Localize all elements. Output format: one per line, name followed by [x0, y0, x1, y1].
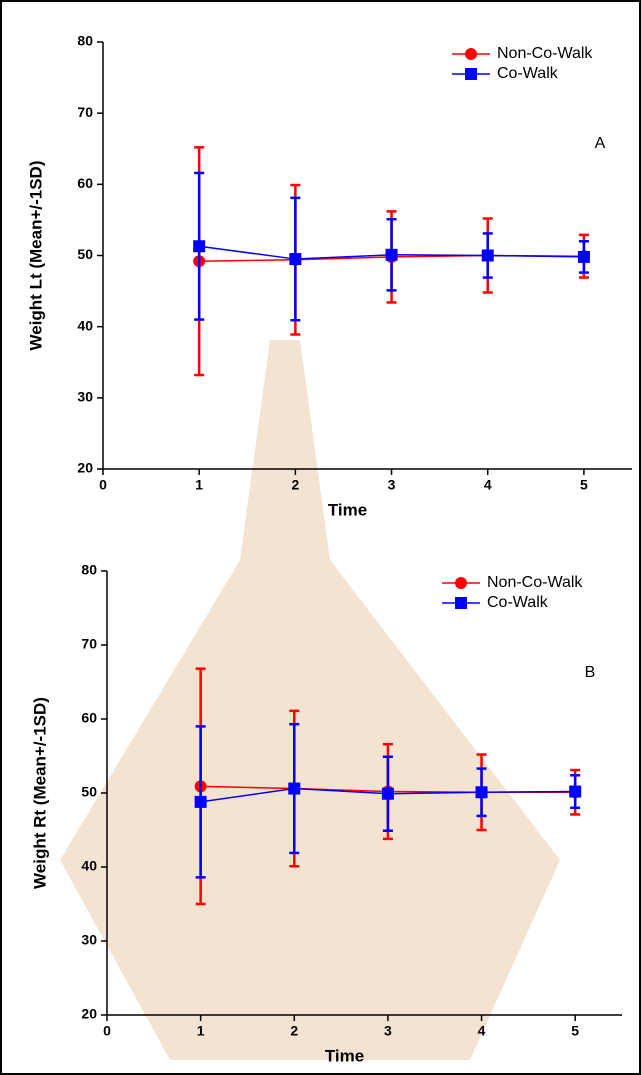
x-tick-label: 4 [484, 477, 492, 493]
y-tick-label: 80 [81, 562, 97, 578]
x-tick-label: 0 [103, 1023, 111, 1039]
y-tick-label: 40 [77, 317, 93, 333]
y-tick-label: 20 [81, 1006, 97, 1022]
x-tick-label: 2 [290, 1023, 298, 1039]
x-tick-label: 5 [580, 477, 588, 493]
y-axis-label: Weight Lt (Mean+/-1SD) [26, 161, 45, 351]
y-tick-label: 70 [77, 104, 93, 120]
legend-marker [455, 597, 467, 609]
x-tick-label: 3 [388, 477, 396, 493]
x-axis-label: Time [328, 500, 367, 519]
x-tick-label: 0 [99, 477, 107, 493]
marker [288, 782, 301, 795]
y-tick-label: 40 [81, 858, 97, 874]
y-axis-label: Weight Rt (Mean+/-1SD) [30, 697, 49, 889]
legend-marker [455, 577, 467, 589]
marker [577, 250, 590, 263]
x-tick-label: 2 [291, 477, 299, 493]
x-axis-label: Time [325, 1046, 364, 1065]
watermark-shape [60, 340, 560, 1060]
marker [569, 785, 582, 798]
y-tick-label: 60 [81, 710, 97, 726]
marker [289, 253, 302, 266]
watermark [60, 340, 560, 1060]
marker [385, 248, 398, 261]
y-tick-label: 30 [77, 389, 93, 405]
y-tick-label: 20 [77, 460, 93, 476]
legend-label: Non-Co-Walk [497, 45, 593, 62]
legend-label: Co-Walk [487, 594, 549, 611]
marker [193, 240, 206, 253]
x-tick-label: 1 [197, 1023, 205, 1039]
legend-marker [465, 48, 477, 60]
legend-label: Non-Co-Walk [487, 574, 583, 591]
marker [475, 786, 488, 799]
marker [481, 249, 494, 262]
y-tick-label: 70 [81, 636, 97, 652]
y-tick-label: 60 [77, 175, 93, 191]
y-tick-label: 50 [77, 246, 93, 262]
annotation: B [585, 664, 596, 681]
y-tick-label: 80 [77, 33, 93, 49]
legend-label: Co-Walk [497, 65, 559, 82]
legend-marker [465, 68, 477, 80]
x-tick-label: 1 [195, 477, 203, 493]
marker [194, 795, 207, 808]
x-tick-label: 5 [571, 1023, 579, 1039]
y-tick-label: 30 [81, 932, 97, 948]
x-tick-label: 3 [384, 1023, 392, 1039]
y-tick-label: 50 [81, 784, 97, 800]
marker [381, 787, 394, 800]
annotation: A [595, 135, 606, 152]
x-tick-label: 4 [478, 1023, 486, 1039]
